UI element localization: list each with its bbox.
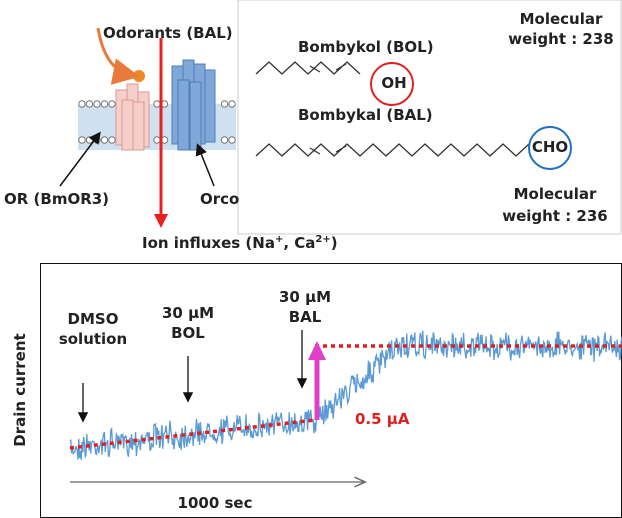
figure: Odorants (BAL) OR (BmOR3) Orco Ion influ… bbox=[0, 0, 622, 518]
text: ) bbox=[331, 234, 338, 252]
molecular-weight: Molecular bbox=[520, 10, 603, 28]
y-axis-label: Drain current bbox=[11, 333, 29, 446]
molecule-name: Bombykol (BOL) bbox=[298, 38, 434, 56]
lipid-head bbox=[154, 137, 160, 143]
step-label: 0.5 µA bbox=[355, 410, 410, 428]
lipid-head bbox=[79, 137, 85, 143]
event-label: solution bbox=[59, 330, 127, 348]
lipid-head bbox=[101, 101, 107, 107]
lipid-head bbox=[86, 137, 92, 143]
orco-pointer bbox=[198, 146, 214, 186]
molecular-weight: Molecular bbox=[514, 185, 597, 203]
odorant bbox=[133, 70, 145, 82]
lipid-head bbox=[79, 101, 85, 107]
lipid-head bbox=[86, 101, 92, 107]
molecule-name: Bombykal (BAL) bbox=[298, 106, 433, 124]
lipid-head bbox=[221, 137, 227, 143]
lipid-head bbox=[229, 137, 235, 143]
time-label: 1000 sec bbox=[178, 494, 253, 512]
receptor-label: OR (BmOR3) bbox=[4, 190, 109, 208]
lipid-head bbox=[154, 101, 160, 107]
lipid-head bbox=[229, 101, 235, 107]
event-label: 30 µM bbox=[162, 304, 214, 322]
event-label: BAL bbox=[289, 308, 322, 326]
ion-arrow-head bbox=[154, 214, 168, 228]
superscript: + bbox=[275, 234, 283, 245]
receptor-label: Orco bbox=[200, 190, 239, 208]
lipid-head bbox=[109, 101, 115, 107]
superscript: 2+ bbox=[315, 234, 330, 245]
odorant-label: Odorants (BAL) bbox=[103, 24, 233, 42]
event-label: DMSO bbox=[68, 310, 119, 328]
or-receptor bbox=[116, 84, 149, 150]
ion-influx-label: Ion influxes (Na+, Ca2+) bbox=[142, 234, 338, 252]
lipid-head bbox=[101, 137, 107, 143]
orco bbox=[172, 60, 215, 150]
event-label: BOL bbox=[171, 324, 205, 342]
text: , Ca bbox=[283, 234, 315, 252]
molecular-weight: weight : 236 bbox=[502, 207, 608, 225]
lipid-head bbox=[109, 137, 115, 143]
lipid-head bbox=[94, 101, 100, 107]
event-label: 30 µM bbox=[279, 288, 331, 306]
lipid-head bbox=[221, 101, 227, 107]
functional-group: OH bbox=[381, 74, 406, 92]
functional-group: CHO bbox=[532, 138, 568, 156]
molecular-weight: weight : 238 bbox=[508, 30, 614, 48]
text: Ion influxes (Na bbox=[142, 234, 275, 252]
